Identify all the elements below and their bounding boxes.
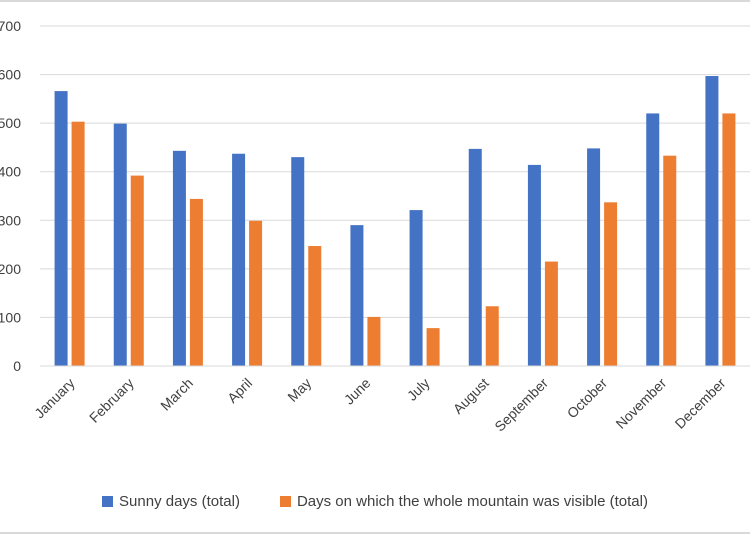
x-category-label: February xyxy=(86,375,137,426)
bar-sunny-days-july xyxy=(409,210,423,366)
bar-sunny-days-december xyxy=(705,76,719,367)
bar-sunny-days-september xyxy=(527,164,541,366)
bar-sunny-days-june xyxy=(350,225,364,366)
bar-sunny-days-october xyxy=(587,148,601,366)
bar-mountain-visible-august xyxy=(485,306,499,366)
bar-mountain-visible-october xyxy=(604,202,618,366)
bar-mountain-visible-march xyxy=(189,198,203,366)
bar-sunny-days-may xyxy=(291,157,305,366)
legend-item-mountain-visible: Days on which the whole mountain was vis… xyxy=(279,492,648,510)
x-category-label: December xyxy=(672,375,729,432)
chart-frame-bottom xyxy=(0,532,750,534)
bar-mountain-visible-july xyxy=(426,328,440,366)
x-category-label: January xyxy=(31,375,78,422)
bar-sunny-days-march xyxy=(172,150,186,366)
y-tick-label: 400 xyxy=(0,164,21,180)
bar-sunny-days-november xyxy=(646,113,660,366)
bar-sunny-days-january xyxy=(54,91,68,366)
bar-mountain-visible-september xyxy=(544,261,558,366)
bar-mountain-visible-may xyxy=(308,246,322,366)
bar-mountain-visible-december xyxy=(722,113,736,366)
x-category-label: November xyxy=(612,375,669,432)
bar-sunny-days-august xyxy=(468,148,482,366)
legend: Sunny days (total) Days on which the who… xyxy=(0,488,750,514)
x-category-label: August xyxy=(450,375,492,417)
bar-chart: 0 100 200 300 400 500 600 700 January February Mar… xyxy=(0,18,750,435)
x-category-label: March xyxy=(157,375,196,414)
bar-mountain-visible-february xyxy=(130,175,144,366)
legend-label-mountain-visible: Days on which the whole mountain was vis… xyxy=(296,492,648,510)
y-tick-label: 200 xyxy=(0,261,21,277)
y-tick-label: 600 xyxy=(0,67,21,83)
x-category-label: April xyxy=(224,375,255,406)
y-tick-label: 100 xyxy=(0,309,21,325)
x-category-label: October xyxy=(564,375,611,422)
bar-sunny-days-february xyxy=(113,123,127,366)
x-category-label: July xyxy=(404,375,433,404)
y-tick-label: 500 xyxy=(0,115,21,131)
y-tick-label: 300 xyxy=(0,212,21,228)
bar-mountain-visible-april xyxy=(249,220,263,366)
x-category-label: May xyxy=(284,375,314,405)
x-category-label: September xyxy=(491,375,551,435)
legend-label-sunny-days: Sunny days (total) xyxy=(119,492,240,510)
bar-mountain-visible-june xyxy=(367,316,381,366)
bar-sunny-days-april xyxy=(232,153,246,366)
legend-swatch-sunny-days xyxy=(102,495,114,507)
legend-swatch-mountain-visible xyxy=(279,495,291,507)
bar-mountain-visible-january xyxy=(71,121,85,366)
x-category-label: June xyxy=(341,375,374,408)
chart-frame-top xyxy=(0,0,750,2)
y-tick-label: 700 xyxy=(0,18,21,34)
bar-mountain-visible-november xyxy=(663,155,677,366)
legend-item-sunny-days: Sunny days (total) xyxy=(102,493,240,510)
y-tick-label: 0 xyxy=(13,358,21,374)
